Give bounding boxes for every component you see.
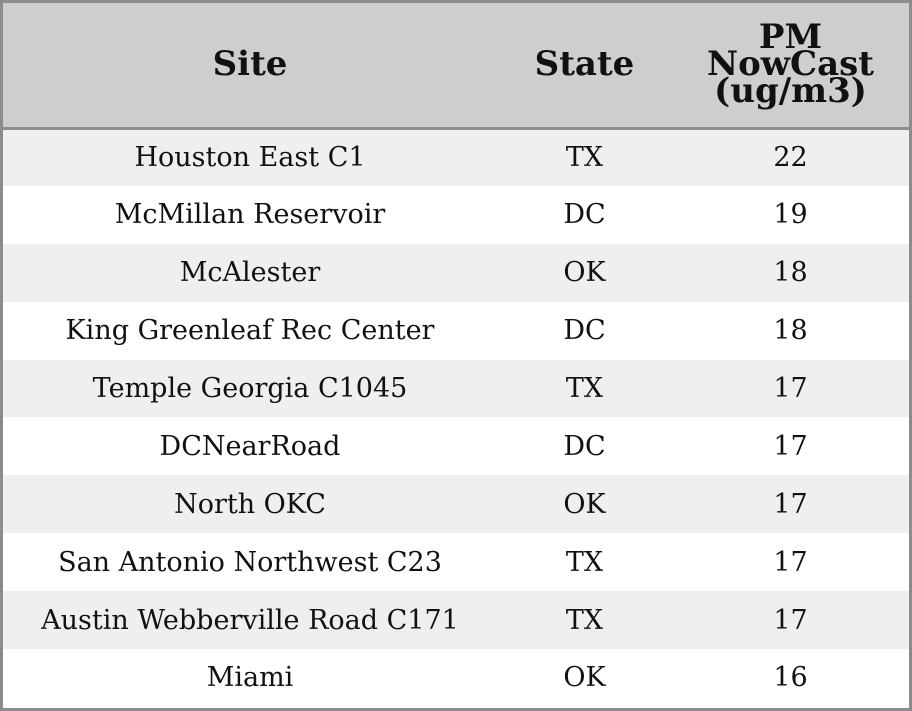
state-cell: DC <box>563 315 606 347</box>
pm-value-cell: 17 <box>773 546 808 578</box>
site-cell: King Greenleaf Rec Center <box>65 315 435 347</box>
site-cell: Austin Webberville Road C171 <box>41 604 459 636</box>
site-cell: McAlester <box>179 257 321 289</box>
state-cell: DC <box>563 199 606 231</box>
site-cell: North OKC <box>174 488 326 520</box>
pm-value-cell: 19 <box>773 199 808 231</box>
pm-nowcast-table: Site State PM NowCast (ug/m3) Houston Ea… <box>3 3 909 707</box>
state-cell: DC <box>563 430 606 462</box>
pm-value-cell: 17 <box>773 373 808 404</box>
site-cell: Temple Georgia C1045 <box>92 373 408 404</box>
pm-value-cell: 18 <box>773 257 808 289</box>
state-cell: TX <box>565 546 604 578</box>
site-cell: Houston East C1 <box>134 142 366 174</box>
header-state: State <box>497 3 672 130</box>
table-row: Houston East C1 TX 22 <box>3 128 909 186</box>
table-row: King Greenleaf Rec Center DC 18 <box>3 301 909 360</box>
table-row: North OKC OK 17 <box>3 475 909 534</box>
header-state-label: State <box>534 44 635 85</box>
table-row: McMillan Reservoir DC 19 <box>3 185 909 244</box>
pm-value-cell: 18 <box>773 315 808 347</box>
site-cell: McMillan Reservoir <box>114 199 386 231</box>
site-cell: Miami <box>206 662 294 694</box>
table-row: Temple Georgia C1045 TX 17 <box>3 359 909 418</box>
table-header-row: Site State PM NowCast (ug/m3) <box>3 3 909 130</box>
pm-value-cell: 17 <box>773 604 808 636</box>
table-body: Houston East C1 TX 22 McMillan Reservoir… <box>3 128 909 707</box>
pm-value-cell: 17 <box>773 430 808 462</box>
table-row: McAlester OK 18 <box>3 243 909 302</box>
state-cell: TX <box>565 142 604 174</box>
header-site: Site <box>3 3 497 130</box>
state-cell: OK <box>563 662 606 694</box>
table-row: Austin Webberville Road C171 TX 17 <box>3 591 909 650</box>
state-cell: TX <box>565 604 604 636</box>
pm-value-cell: 16 <box>773 662 808 694</box>
state-cell: OK <box>563 257 606 289</box>
state-cell: TX <box>565 373 604 404</box>
table-row: Miami OK 16 <box>3 649 909 707</box>
site-cell: DCNearRoad <box>159 430 341 462</box>
state-cell: OK <box>563 488 606 520</box>
pm-value-cell: 17 <box>773 488 808 520</box>
table-row: San Antonio Northwest C23 TX 17 <box>3 533 909 592</box>
header-pm-line-2: NowCast <box>707 44 874 85</box>
header-pm-nowcast: PM NowCast (ug/m3) <box>672 3 909 130</box>
pm-value-cell: 22 <box>773 142 808 174</box>
table-row: DCNearRoad DC 17 <box>3 417 909 476</box>
header-site-label: Site <box>212 44 288 85</box>
header-pm-line-3: (ug/m3) <box>714 71 867 112</box>
site-cell: San Antonio Northwest C23 <box>58 546 442 578</box>
header-pm-line-1: PM <box>758 17 823 58</box>
